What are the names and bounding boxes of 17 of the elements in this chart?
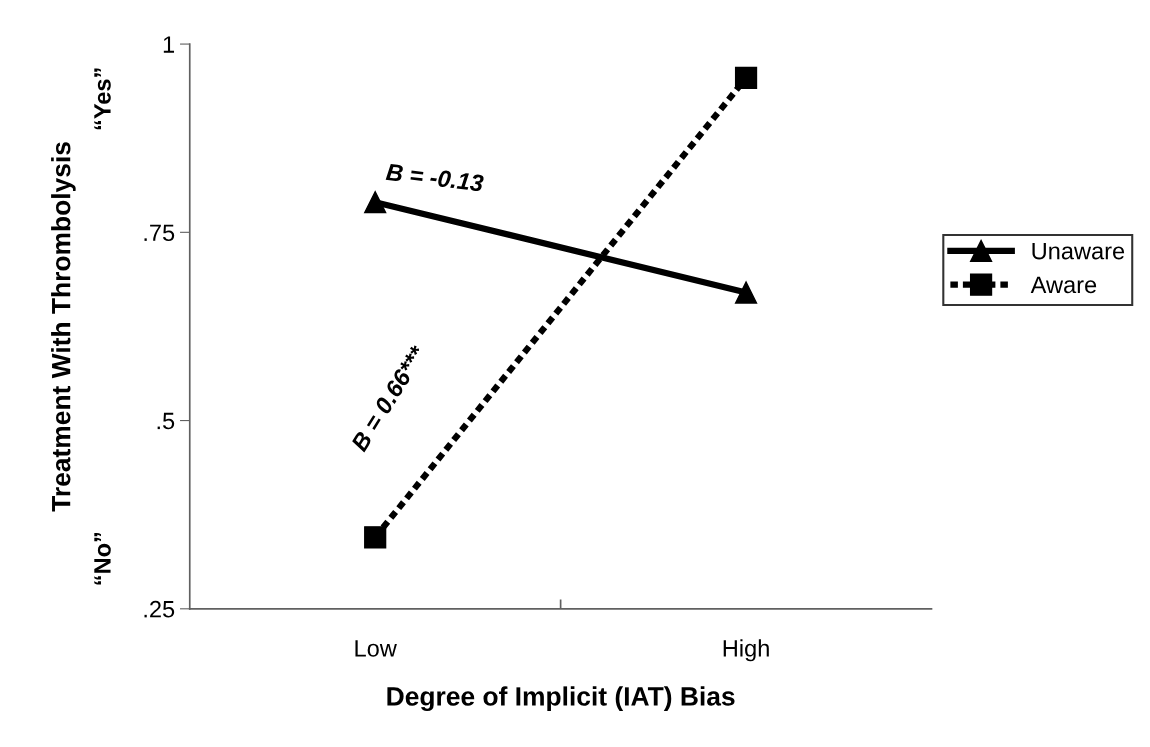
x-tick-label: Low bbox=[355, 640, 397, 657]
text: “Yes” bbox=[94, 68, 111, 130]
point bbox=[364, 526, 387, 549]
y-tick-label: .75 bbox=[144, 224, 175, 242]
point bbox=[734, 281, 758, 304]
text: “No” bbox=[94, 532, 111, 585]
legend-label: Aware bbox=[1030, 276, 1097, 294]
point bbox=[364, 191, 387, 214]
y-tick-label: .25 bbox=[144, 600, 175, 618]
y-axis-title: Treatment With Thrombolysis bbox=[51, 142, 76, 512]
legend-label: Unaware bbox=[1032, 242, 1125, 260]
y-tick-label: .5 bbox=[157, 412, 175, 430]
annotation: B = -0.13 bbox=[385, 163, 485, 192]
x-tick-label: High bbox=[723, 639, 769, 662]
point bbox=[734, 66, 758, 90]
y-tick-label: 1 bbox=[163, 36, 175, 53]
x-axis-title: Degree of Implicit (IAT) Bias bbox=[387, 686, 735, 712]
